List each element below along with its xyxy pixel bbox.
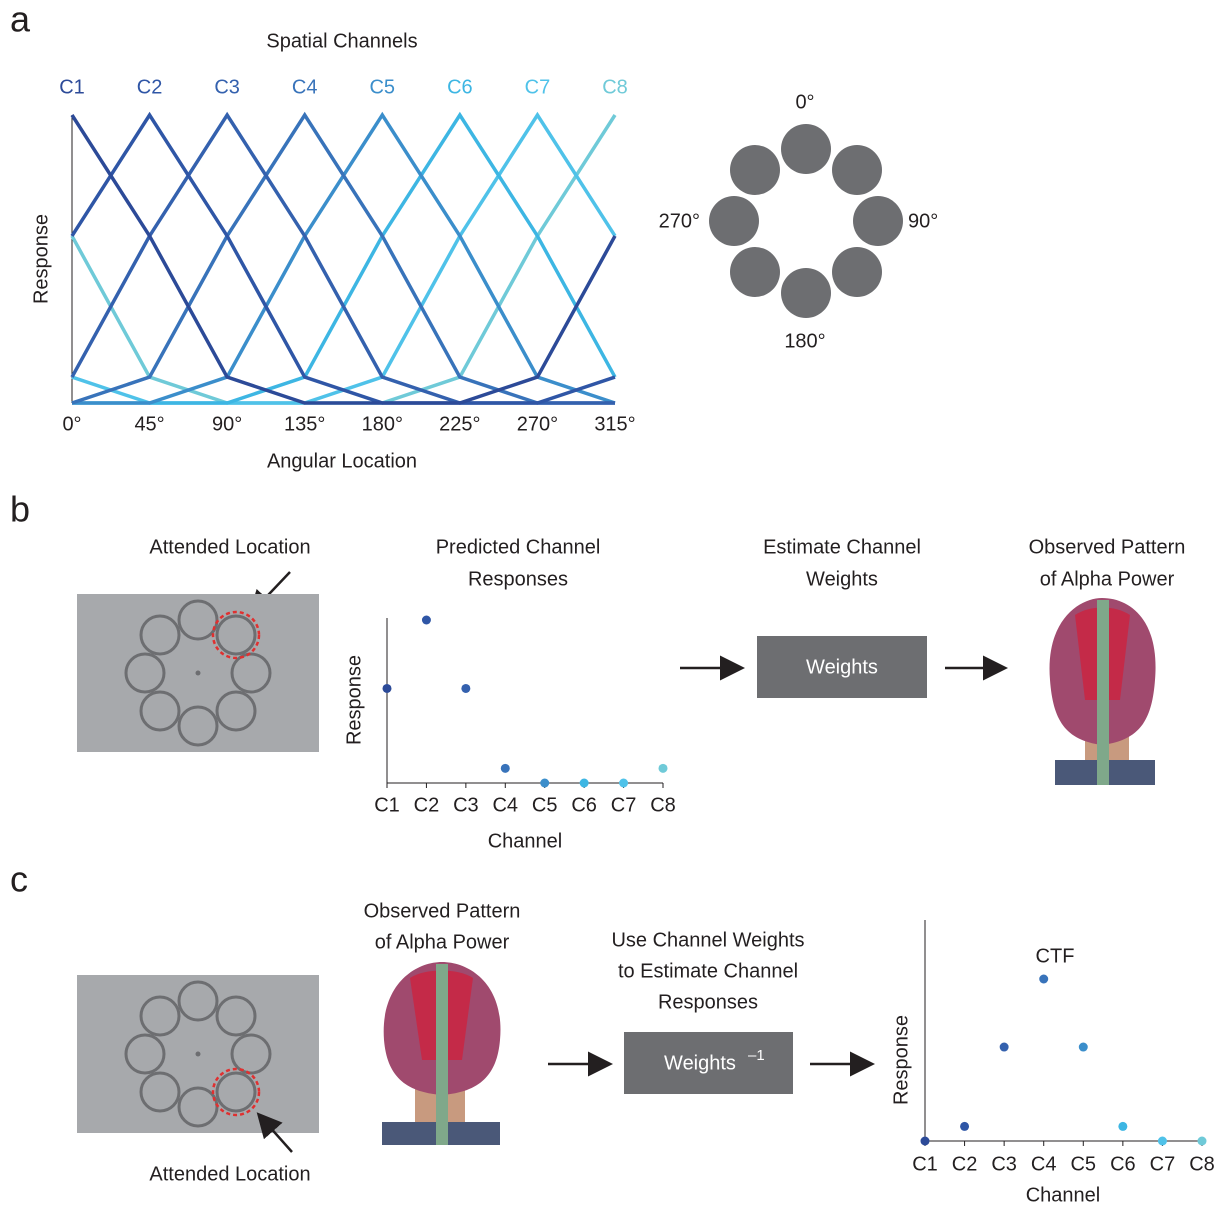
location-wheel — [709, 124, 903, 318]
x-tick-label: C5 — [532, 794, 558, 816]
y-axis-label: Response — [343, 655, 365, 745]
channel-point — [1079, 1043, 1088, 1052]
x-axis-label: Channel — [1026, 1184, 1101, 1206]
legend-label: C8 — [602, 76, 628, 98]
x-tick-label: 135° — [284, 413, 325, 435]
step-label: Estimate Channel — [763, 536, 921, 558]
legend-label: C2 — [137, 76, 163, 98]
legend-label: C1 — [59, 76, 85, 98]
eeg-head — [382, 962, 500, 1145]
legend-label: C7 — [525, 76, 551, 98]
attended-label: Attended Location — [149, 536, 310, 558]
x-tick-label: C1 — [374, 794, 400, 816]
observed-label: of Alpha Power — [1040, 568, 1175, 590]
weights-superscript: –1 — [748, 1047, 765, 1064]
chart-title: CTF — [1036, 945, 1075, 967]
wheel-label: 270° — [659, 210, 700, 232]
x-tick-label: C7 — [1150, 1153, 1176, 1175]
x-tick-label: 45° — [134, 413, 164, 435]
legend-label: C3 — [214, 76, 240, 98]
step-label: Responses — [658, 991, 758, 1013]
panel-label: b — [10, 489, 30, 530]
x-tick-label: 225° — [439, 413, 480, 435]
x-tick-label: C6 — [1110, 1153, 1136, 1175]
wheel-label: 180° — [784, 330, 825, 352]
channel-point — [659, 764, 668, 773]
channel-point — [383, 684, 392, 693]
x-tick-label: C2 — [414, 794, 440, 816]
attended-label: Attended Location — [149, 1163, 310, 1185]
x-tick-label: 270° — [517, 413, 558, 435]
observed-label: of Alpha Power — [375, 931, 510, 953]
x-tick-label: C7 — [611, 794, 637, 816]
channel-curve — [72, 115, 615, 403]
y-axis-label: Response — [30, 214, 52, 304]
x-axis-label: Angular Location — [267, 450, 417, 472]
legend-label: C5 — [369, 76, 395, 98]
x-tick-label: 315° — [594, 413, 635, 435]
channel-point — [1039, 975, 1048, 984]
x-tick-label: C8 — [650, 794, 676, 816]
legend-label: C4 — [292, 76, 318, 98]
chart-title: Responses — [468, 568, 568, 590]
channel-point — [619, 779, 628, 788]
x-tick-label: C4 — [492, 794, 518, 816]
x-tick-label: 180° — [362, 413, 403, 435]
x-tick-label: C1 — [912, 1153, 938, 1175]
chart-title: Predicted Channel — [436, 536, 601, 558]
x-tick-label: C3 — [453, 794, 479, 816]
channel-curve — [72, 115, 615, 403]
wheel-label: 90° — [908, 210, 938, 232]
channel-point — [501, 764, 510, 773]
x-tick-label: C6 — [571, 794, 597, 816]
channel-point — [540, 779, 549, 788]
channel-curve — [72, 115, 615, 403]
channel-point — [1158, 1137, 1167, 1146]
weights-label: Weights — [664, 1052, 736, 1074]
eeg-head — [1050, 598, 1156, 785]
channel-point — [1000, 1043, 1009, 1052]
x-tick-label: C2 — [952, 1153, 978, 1175]
channel-curve — [72, 115, 615, 403]
channel-curve — [72, 115, 615, 403]
step-label: Weights — [806, 568, 878, 590]
x-tick-label: C3 — [991, 1153, 1017, 1175]
channel-point — [580, 779, 589, 788]
channel-point — [1118, 1122, 1127, 1131]
legend-label: C6 — [447, 76, 473, 98]
x-tick-label: 90° — [212, 413, 242, 435]
display-screen — [77, 594, 319, 752]
display-screen — [77, 975, 319, 1133]
x-tick-label: C8 — [1189, 1153, 1215, 1175]
channel-curve — [72, 115, 615, 403]
panel-label: a — [10, 0, 31, 40]
panel-label: c — [10, 859, 28, 900]
x-tick-label: 0° — [62, 413, 81, 435]
wheel-label: 0° — [795, 91, 814, 113]
channel-point — [461, 684, 470, 693]
channel-curve — [72, 115, 615, 403]
weights-label: Weights — [806, 656, 878, 678]
step-label: to Estimate Channel — [618, 960, 798, 982]
channel-point — [921, 1137, 930, 1146]
observed-label: Observed Pattern — [364, 900, 521, 922]
channel-point — [1198, 1137, 1207, 1146]
channel-point — [960, 1122, 969, 1131]
observed-label: Observed Pattern — [1029, 536, 1186, 558]
chart-title: Spatial Channels — [266, 30, 417, 52]
x-tick-label: C4 — [1031, 1153, 1057, 1175]
figure: a b c 0° 90° 180° 270° Attended Location… — [0, 0, 1221, 1207]
y-axis-label: Response — [890, 1015, 912, 1105]
x-axis-label: Channel — [488, 830, 563, 852]
channel-curve — [72, 115, 615, 403]
step-label: Use Channel Weights — [611, 929, 804, 951]
channel-point — [422, 616, 431, 625]
x-tick-label: C5 — [1070, 1153, 1096, 1175]
